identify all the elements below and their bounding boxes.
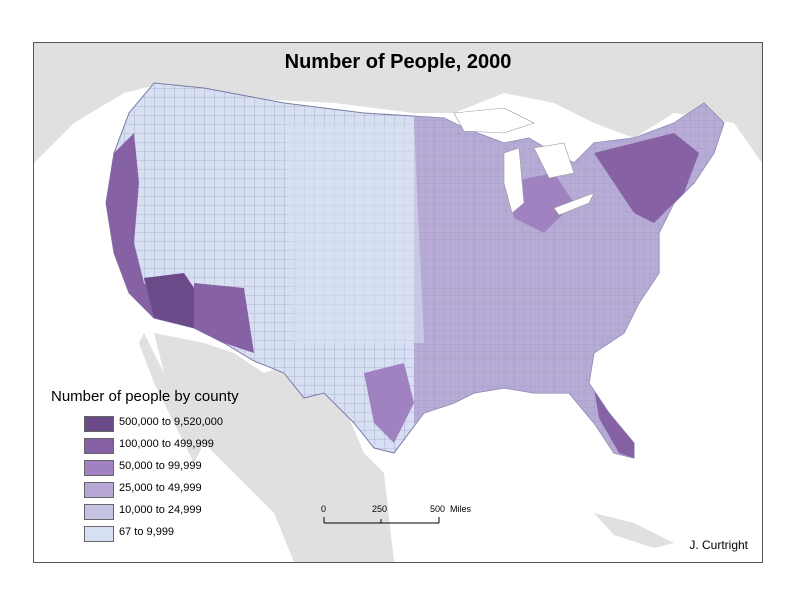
arizona-counties [194, 283, 254, 353]
east-region [414, 103, 724, 458]
scale-label-0: 0 [321, 504, 327, 514]
legend-label: 100,000 to 499,999 [119, 438, 214, 450]
legend-label: 500,000 to 9,520,000 [119, 416, 223, 428]
map-frame: Number of People, 2000 Number of people … [33, 42, 763, 563]
legend-swatch [84, 504, 114, 520]
northeast-counties [594, 133, 699, 223]
florida-counties [594, 388, 634, 458]
map-title: Number of People, 2000 [284, 51, 512, 73]
legend-label: 67 to 9,999 [119, 526, 175, 538]
great-plains [284, 123, 424, 343]
lake-huron [533, 142, 575, 179]
legend-swatch [84, 416, 114, 432]
legend-swatch [84, 526, 114, 542]
legend-swatch [84, 460, 114, 476]
legend-title: Number of people by county [51, 388, 239, 405]
baja-land [139, 333, 204, 463]
legend-label: 25,000 to 49,999 [119, 482, 202, 494]
cuba-land [594, 513, 674, 548]
canada-land [34, 43, 762, 163]
map-canvas [34, 43, 762, 562]
legend-swatch [84, 438, 114, 454]
lake-michigan [503, 147, 525, 214]
scale-unit: Miles [450, 504, 472, 514]
lake-erie [553, 192, 595, 216]
scale-bar [323, 517, 440, 524]
texas-counties [364, 363, 414, 443]
lake-superior [453, 107, 535, 134]
legend-swatch [84, 482, 114, 498]
scale-label-500: 500 [430, 504, 446, 514]
legend-label: 50,000 to 99,999 [119, 460, 202, 472]
map-credit: J. Curtright [689, 538, 748, 552]
legend-label: 10,000 to 24,999 [119, 504, 202, 516]
scale-label-250: 250 [372, 504, 388, 514]
west-coast-counties [106, 133, 164, 318]
socal-counties [144, 273, 204, 328]
